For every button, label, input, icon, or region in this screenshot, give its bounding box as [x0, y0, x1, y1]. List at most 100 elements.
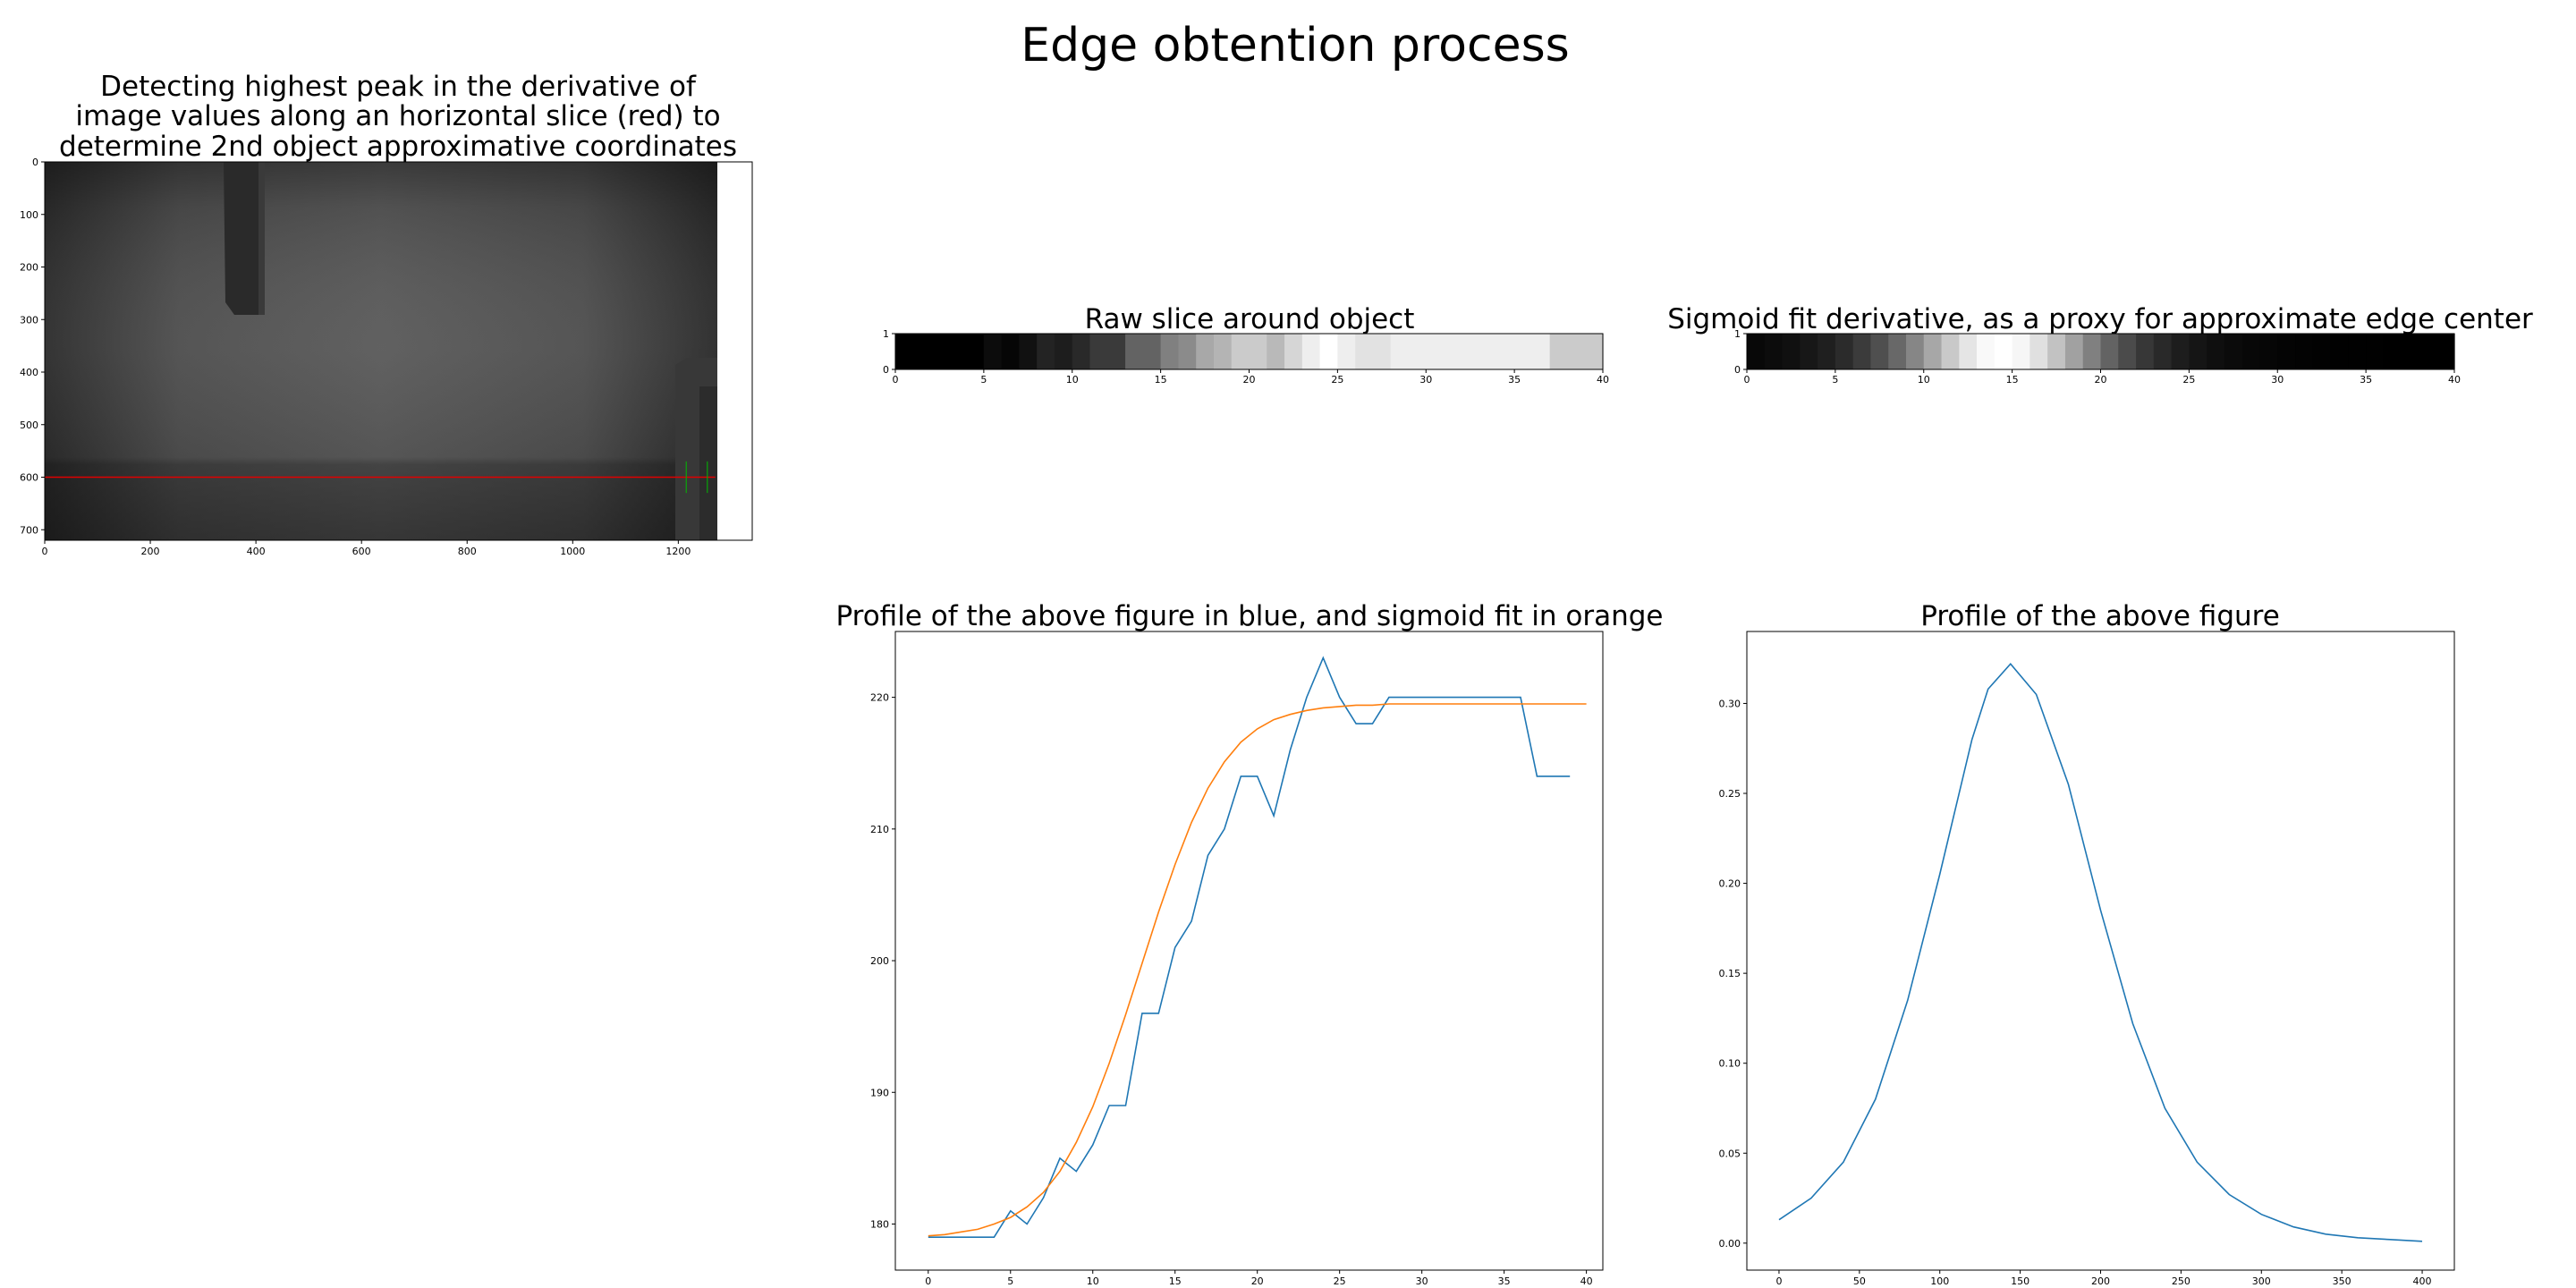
sigmoid-derivative-cell: [2312, 334, 2332, 369]
raw-slice-cell: [1107, 334, 1126, 369]
raw-slice-cell: [1461, 334, 1480, 369]
sigmoid-derivative-cell: [1800, 334, 1818, 369]
raw-slice-cell: [1037, 334, 1055, 369]
raw-slice-cell: [1284, 334, 1303, 369]
raw-slice-cell: [1408, 334, 1427, 369]
derivative-profile-title: Profile of the above figure: [1920, 600, 2280, 632]
sigmoid-derivative-x-tick-label: 40: [2448, 374, 2461, 386]
profile-x-tick-label: 5: [1007, 1275, 1013, 1287]
sigmoid-derivative-cell: [1959, 334, 1978, 369]
sigmoid-derivative-cell: [2436, 334, 2455, 369]
profile-series-1-line: [928, 656, 1571, 1238]
raw-slice-x-tick-label: 5: [980, 374, 987, 386]
sigmoid-derivative-cell: [2153, 334, 2173, 369]
derivative-profile-x-tick-label: 50: [1853, 1275, 1866, 1287]
raw-slice-y-tick-label: 0: [883, 364, 889, 376]
image-x-tick-label: 600: [352, 546, 371, 557]
derivative-profile-x-tick-label: 350: [2333, 1275, 2351, 1287]
image-y-tick-label: 300: [20, 314, 38, 326]
raw-slice-cell: [1337, 334, 1356, 369]
sigmoid-derivative-cell: [1905, 334, 1925, 369]
sigmoid-derivative-cell: [2118, 334, 2137, 369]
sigmoid-derivative-cell: [1852, 334, 1872, 369]
image-object-2-edge: [699, 386, 717, 540]
image-x-tick-label: 800: [458, 546, 477, 557]
image-title-line-3: determine 2nd object approximative coord…: [59, 131, 737, 163]
raw-slice-cell: [1213, 334, 1233, 369]
sigmoid-derivative-x-tick-label: 15: [2006, 374, 2019, 386]
sigmoid-derivative-cell: [1764, 334, 1784, 369]
sigmoid-derivative-cell: [1888, 334, 1907, 369]
raw-slice-x-tick-label: 25: [1331, 374, 1343, 386]
derivative-profile-series-1-line: [1778, 662, 2423, 1242]
sigmoid-derivative-x-tick-label: 25: [2182, 374, 2195, 386]
derivative-profile-y-tick-label: 0.10: [1719, 1058, 1741, 1070]
derivative-profile-x-tick-label: 100: [1930, 1275, 1949, 1287]
raw-slice-panel: Raw slice around object 0 5 10 15 20 25 30 35 40…: [883, 303, 1609, 386]
raw-slice-cell: [1231, 334, 1250, 369]
raw-slice-cell: [1267, 334, 1285, 369]
raw-slice-cell: [1444, 334, 1462, 369]
derivative-profile-x-tick-label: 300: [2252, 1275, 2271, 1287]
derivative-profile-y-tick-label: 0.30: [1719, 698, 1741, 709]
image-y-tick-label: 400: [20, 367, 38, 378]
raw-slice-x-tick-label: 40: [1597, 374, 1609, 386]
sigmoid-derivative-cell: [2348, 334, 2367, 369]
image-y-tick-label: 700: [20, 524, 38, 536]
sigmoid-derivative-x-tick-label: 30: [2271, 374, 2284, 386]
profile-x-tick-label: 30: [1416, 1275, 1428, 1287]
derivative-profile-x-tick-label: 250: [2172, 1275, 2190, 1287]
derivative-profile-y-tick-label: 0.25: [1719, 788, 1741, 800]
image-object-1: [224, 162, 265, 315]
raw-slice-cell: [1178, 334, 1197, 369]
sigmoid-derivative-y-tick-label: 0: [1734, 364, 1741, 376]
sigmoid-derivative-cell: [1835, 334, 1854, 369]
profile-x-tick-label: 0: [925, 1275, 931, 1287]
raw-slice-cell: [1426, 334, 1445, 369]
raw-slice-cell: [1142, 334, 1162, 369]
profile-x-tick-label: 15: [1169, 1275, 1182, 1287]
raw-slice-cell: [930, 334, 949, 369]
raw-slice-y-tick-label: 1: [883, 328, 889, 340]
profile-frame: [894, 631, 1604, 1271]
sigmoid-derivative-cell: [2064, 334, 2084, 369]
sigmoid-derivative-cell: [2259, 334, 2278, 369]
raw-slice-x-tick-label: 0: [893, 374, 899, 386]
image-empty-strip: [717, 162, 752, 540]
raw-slice-cell: [966, 334, 985, 369]
sigmoid-derivative-cell: [2295, 334, 2314, 369]
raw-slice-x-tick-label: 15: [1155, 374, 1167, 386]
image-x-tick-label: 1200: [665, 546, 691, 557]
profile-x-tick-label: 40: [1580, 1275, 1593, 1287]
sigmoid-derivative-cell: [1994, 334, 2013, 369]
profile-panel: Profile of the above figure in blue, and…: [836, 600, 1664, 1287]
raw-slice-cell: [1514, 334, 1533, 369]
sigmoid-derivative-cell: [2029, 334, 2048, 369]
sigmoid-derivative-cell: [2277, 334, 2296, 369]
image-x-tick-label: 400: [247, 546, 266, 557]
image-title-line-2: image values along an horizontal slice (…: [75, 100, 720, 132]
sigmoid-derivative-cell: [1923, 334, 1943, 369]
profile-x-tick-label: 25: [1334, 1275, 1346, 1287]
profile-y-tick-label: 210: [870, 824, 889, 835]
image-axes-frame: [44, 161, 753, 541]
sigmoid-derivative-cell: [2224, 334, 2243, 369]
sigmoid-derivative-x-tick-label: 0: [1744, 374, 1750, 386]
derivative-profile-x-tick-label: 150: [2011, 1275, 2029, 1287]
image-y-tick-label: 0: [32, 157, 38, 168]
raw-slice-cell: [912, 334, 932, 369]
sigmoid-derivative-x-tick-label: 35: [2360, 374, 2372, 386]
sigmoid-derivative-cell: [2136, 334, 2155, 369]
profile-y-tick-label: 220: [870, 692, 889, 704]
profile-y-tick-label: 200: [870, 955, 889, 967]
derivative-profile-panel: Profile of the above figure 0 50 100 150 200…: [1719, 600, 2455, 1287]
image-x-tick-label: 1000: [560, 546, 585, 557]
raw-slice-cell: [1567, 334, 1586, 369]
profile-x-tick-label: 20: [1251, 1275, 1264, 1287]
sigmoid-derivative-cell: [2082, 334, 2102, 369]
raw-slice-cell: [1089, 334, 1108, 369]
sigmoid-derivative-cell: [1941, 334, 1960, 369]
raw-slice-x-tick-label: 35: [1508, 374, 1521, 386]
sigmoid-derivative-cell: [2100, 334, 2119, 369]
